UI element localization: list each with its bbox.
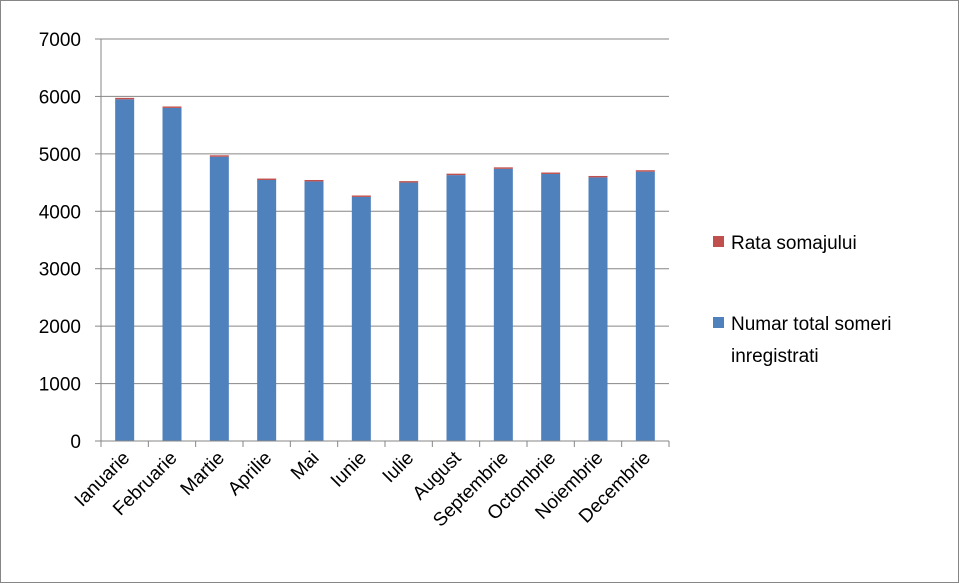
- bar-rata-somajului-august: [447, 174, 466, 175]
- y-tick-label-1000: 1000: [39, 375, 81, 396]
- bar-numar-total-someri-inregistrati-februarie: [163, 108, 182, 441]
- bar-numar-total-someri-inregistrati-octombrie: [541, 174, 560, 441]
- bar-numar-total-someri-inregistrati-iulie: [399, 183, 418, 441]
- x-tick-label-iunie: Iunie: [327, 448, 371, 492]
- bar-numar-total-someri-inregistrati-mai: [305, 181, 324, 441]
- y-tick-label-0: 0: [70, 432, 81, 453]
- y-tick-label-5000: 5000: [39, 145, 81, 166]
- legend-label-rata-somajului: Rata somajului: [731, 233, 857, 254]
- y-tick-label-2000: 2000: [39, 317, 81, 338]
- y-tick-label-4000: 4000: [39, 202, 81, 223]
- bar-numar-total-someri-inregistrati-aprilie: [257, 180, 276, 441]
- x-tick-label-martie: Martie: [177, 448, 229, 500]
- legend: Rata somajului Numar total someri inregi…: [713, 233, 892, 367]
- legend-swatch-numar-total-someri: [713, 317, 724, 328]
- bar-numar-total-someri-inregistrati-ianuarie: [115, 99, 134, 441]
- gridlines: [101, 39, 669, 384]
- x-tick-label-mai: Mai: [287, 448, 324, 485]
- legend-label-numar-total-someri-line1: Numar total someri: [731, 314, 892, 335]
- y-axis-tick-labels: 0 1000 2000 3000 4000 5000 6000 7000: [39, 30, 81, 453]
- bar-numar-total-someri-inregistrati-noiembrie: [589, 177, 608, 441]
- x-tick-label-aprilie: Aprilie: [224, 448, 276, 500]
- y-tick-label-7000: 7000: [39, 30, 81, 51]
- bar-rata-somajului-martie: [210, 155, 229, 156]
- bar-rata-somajului-octombrie: [541, 173, 560, 174]
- bar-rata-somajului-mai: [305, 180, 324, 181]
- bar-rata-somajului-ianuarie: [115, 98, 134, 99]
- bar-rata-somajului-iulie: [399, 181, 418, 182]
- legend-swatch-rata-somajului: [713, 236, 724, 247]
- bars: [115, 98, 655, 441]
- bar-rata-somajului-septembrie: [494, 167, 513, 168]
- bar-numar-total-someri-inregistrati-august: [447, 175, 466, 441]
- bar-rata-somajului-iunie: [352, 195, 371, 196]
- bar-numar-total-someri-inregistrati-martie: [210, 157, 229, 441]
- y-tick-label-6000: 6000: [39, 87, 81, 108]
- bar-rata-somajului-aprilie: [257, 179, 276, 180]
- bar-rata-somajului-februarie: [163, 106, 182, 107]
- y-tick-label-3000: 3000: [39, 260, 81, 281]
- bar-numar-total-someri-inregistrati-septembrie: [494, 169, 513, 441]
- bar-numar-total-someri-inregistrati-decembrie: [636, 172, 655, 441]
- x-tick-label-iulie: Iulie: [379, 448, 418, 487]
- bar-rata-somajului-decembrie: [636, 170, 655, 171]
- bar-numar-total-someri-inregistrati-iunie: [352, 197, 371, 441]
- bar-rata-somajului-noiembrie: [589, 176, 608, 177]
- legend-label-numar-total-someri-line2: inregistrati: [731, 346, 819, 367]
